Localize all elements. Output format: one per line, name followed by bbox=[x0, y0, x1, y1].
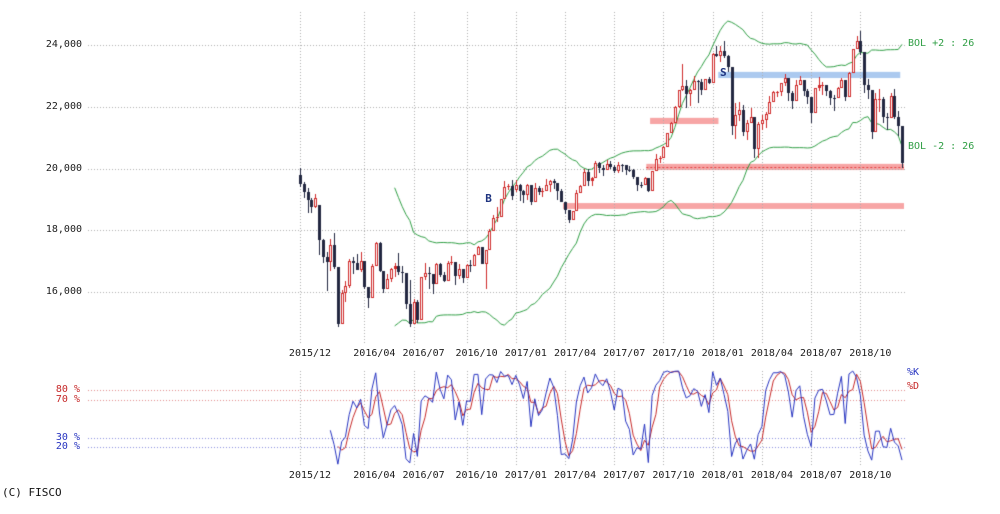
x-axis-date-label-lower: 2016/07 bbox=[402, 470, 445, 481]
stoch-threshold-label: 80 % bbox=[55, 384, 80, 395]
stoch-d-legend: %D bbox=[907, 381, 920, 392]
x-axis-date-label: 2016/04 bbox=[353, 348, 396, 359]
stoch-threshold-label: 20 % bbox=[55, 441, 80, 452]
x-axis-date-label-lower: 2018/10 bbox=[849, 470, 892, 481]
x-axis-date-label-lower: 2018/07 bbox=[800, 470, 843, 481]
x-axis-date-label: 2016/10 bbox=[455, 348, 498, 359]
x-axis-date-label: 2015/12 bbox=[288, 348, 332, 359]
signal-marker-b: B bbox=[485, 191, 492, 205]
stoch-threshold-label: 70 % bbox=[55, 393, 80, 405]
x-axis-date-label: 2017/10 bbox=[652, 348, 695, 359]
x-axis-date-label: 2018/10 bbox=[849, 348, 892, 359]
y-axis-price-label: 16,000 bbox=[45, 286, 82, 297]
x-axis-date-label: 2017/07 bbox=[603, 348, 646, 359]
y-axis-price-label: 20,000 bbox=[45, 162, 82, 174]
x-axis-date-label-lower: 2017/10 bbox=[652, 470, 695, 481]
y-axis-price-label: 24,000 bbox=[45, 39, 82, 50]
x-axis-date-label-lower: 2016/10 bbox=[455, 470, 498, 481]
x-axis-date-label-lower: 2018/04 bbox=[750, 470, 793, 481]
x-axis-date-label: 2018/07 bbox=[800, 348, 843, 359]
stoch-threshold-label: 30 % bbox=[55, 431, 80, 443]
signal-marker-s: S bbox=[720, 66, 727, 80]
x-axis-date-label: 2018/01 bbox=[701, 348, 744, 359]
x-axis-date-label-lower: 2016/04 bbox=[353, 470, 396, 481]
x-axis-date-label: 2017/04 bbox=[553, 348, 597, 359]
x-axis-date-label-lower: 2015/12 bbox=[288, 470, 332, 481]
stoch-k-legend: %K bbox=[907, 367, 920, 378]
x-axis-date-label: 2018/04 bbox=[750, 348, 793, 359]
x-axis-date-label-lower: 2017/07 bbox=[603, 470, 646, 481]
x-axis-date-label-lower: 2018/01 bbox=[701, 470, 744, 481]
y-axis-price-label: 22,000 bbox=[45, 100, 82, 112]
y-axis-price-label: 18,000 bbox=[45, 224, 82, 236]
x-axis-date-label-lower: 2017/04 bbox=[553, 470, 597, 481]
x-axis-date-label-lower: 2017/01 bbox=[504, 470, 547, 481]
bollinger-upper-label: BOL +2 : 26 bbox=[908, 38, 975, 49]
x-axis-date-label: 2016/07 bbox=[402, 348, 445, 359]
copyright-label: (C) FISCO bbox=[2, 486, 62, 499]
x-axis-date-label: 2017/01 bbox=[504, 348, 547, 359]
bollinger-lower-label: BOL -2 : 26 bbox=[908, 141, 975, 152]
